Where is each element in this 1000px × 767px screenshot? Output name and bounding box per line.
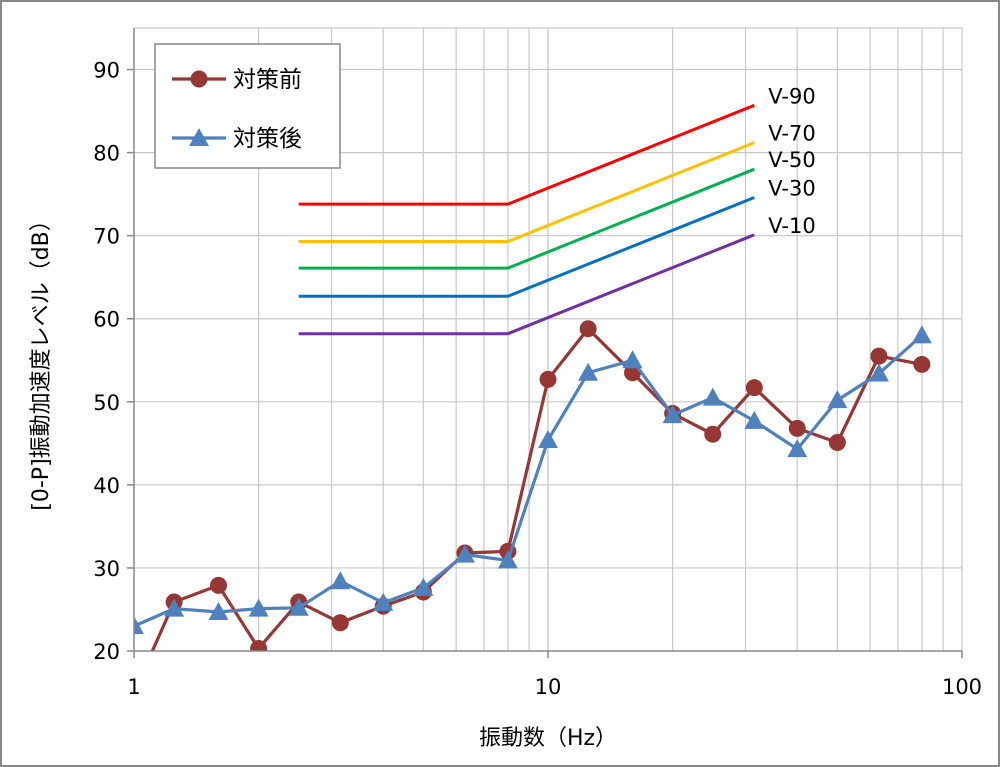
data-point xyxy=(250,640,268,651)
data-point xyxy=(704,425,722,443)
data-point xyxy=(662,405,683,424)
data-point xyxy=(913,355,931,373)
data-point xyxy=(578,362,599,381)
y-tick-label: 60 xyxy=(93,308,120,332)
data-point xyxy=(622,350,643,369)
data-point xyxy=(331,614,349,632)
data-point xyxy=(497,550,518,569)
criteria-curve-v-10 xyxy=(298,233,755,336)
data-point xyxy=(208,601,229,620)
y-tick-label: 20 xyxy=(93,640,120,664)
y-tick-label: 90 xyxy=(93,59,120,83)
data-point xyxy=(164,598,185,617)
series-2 xyxy=(134,325,932,635)
data-point xyxy=(248,598,269,617)
y-tick-label: 50 xyxy=(93,391,120,415)
legend-marker xyxy=(190,70,208,88)
data-point xyxy=(788,419,806,437)
criteria-curve-v-50 xyxy=(298,167,755,270)
data-point xyxy=(538,430,558,449)
x-tick-label: 10 xyxy=(535,675,562,699)
data-point xyxy=(330,571,351,590)
data-series xyxy=(134,320,932,651)
tick-labels: 20 30 40 50 60 70 80 90 1 10 100 xyxy=(93,59,982,699)
data-point xyxy=(454,544,475,563)
plot-axes xyxy=(127,28,963,658)
legend-label: 対策前 xyxy=(233,67,302,93)
data-point xyxy=(288,597,309,616)
y-tick-label: 70 xyxy=(93,225,120,249)
criteria-curves: V-90 V-70V-50 V-30 V-10 xyxy=(298,84,816,336)
series-1 xyxy=(150,320,931,651)
data-point xyxy=(827,390,848,409)
criteria-label-v-10: V-10 xyxy=(768,214,815,238)
data-point xyxy=(787,439,808,458)
y-tick-label: 40 xyxy=(93,474,120,498)
series-line xyxy=(134,334,923,628)
y-tick-label: 30 xyxy=(93,557,120,581)
y-tick-label: 80 xyxy=(93,142,120,166)
legend-box xyxy=(154,43,341,169)
criteria-label-v-90: V-90 xyxy=(768,84,815,108)
x-axis-label: 振動数（Hz） xyxy=(479,726,617,751)
series-line xyxy=(150,326,923,651)
data-point xyxy=(744,410,765,429)
criteria-curve-v-90 xyxy=(298,103,755,206)
legend-label: 対策後 xyxy=(233,126,302,152)
criteria-label-v-70: V-70 xyxy=(768,122,815,146)
criteria-curve-v-70 xyxy=(298,141,755,243)
data-point xyxy=(539,370,557,388)
data-point xyxy=(870,347,888,365)
data-point xyxy=(134,616,144,635)
y-axis-label: [0-P]振動加速度レベル（dB） xyxy=(29,209,54,510)
data-point xyxy=(745,379,763,397)
x-tick-label: 100 xyxy=(942,675,982,699)
data-point xyxy=(868,363,889,382)
criteria-label-v-30: V-30 xyxy=(768,176,815,200)
x-tick-label: 1 xyxy=(127,675,140,699)
criteria-label-v-50: V-50 xyxy=(768,148,815,172)
data-point xyxy=(579,320,597,338)
data-point xyxy=(911,325,932,344)
data-point xyxy=(702,387,723,406)
data-point xyxy=(828,434,846,452)
legend-marker xyxy=(189,128,209,146)
data-point xyxy=(210,576,228,594)
data-point xyxy=(373,592,394,611)
data-point xyxy=(413,577,434,596)
criteria-curve-v-30 xyxy=(298,196,755,298)
